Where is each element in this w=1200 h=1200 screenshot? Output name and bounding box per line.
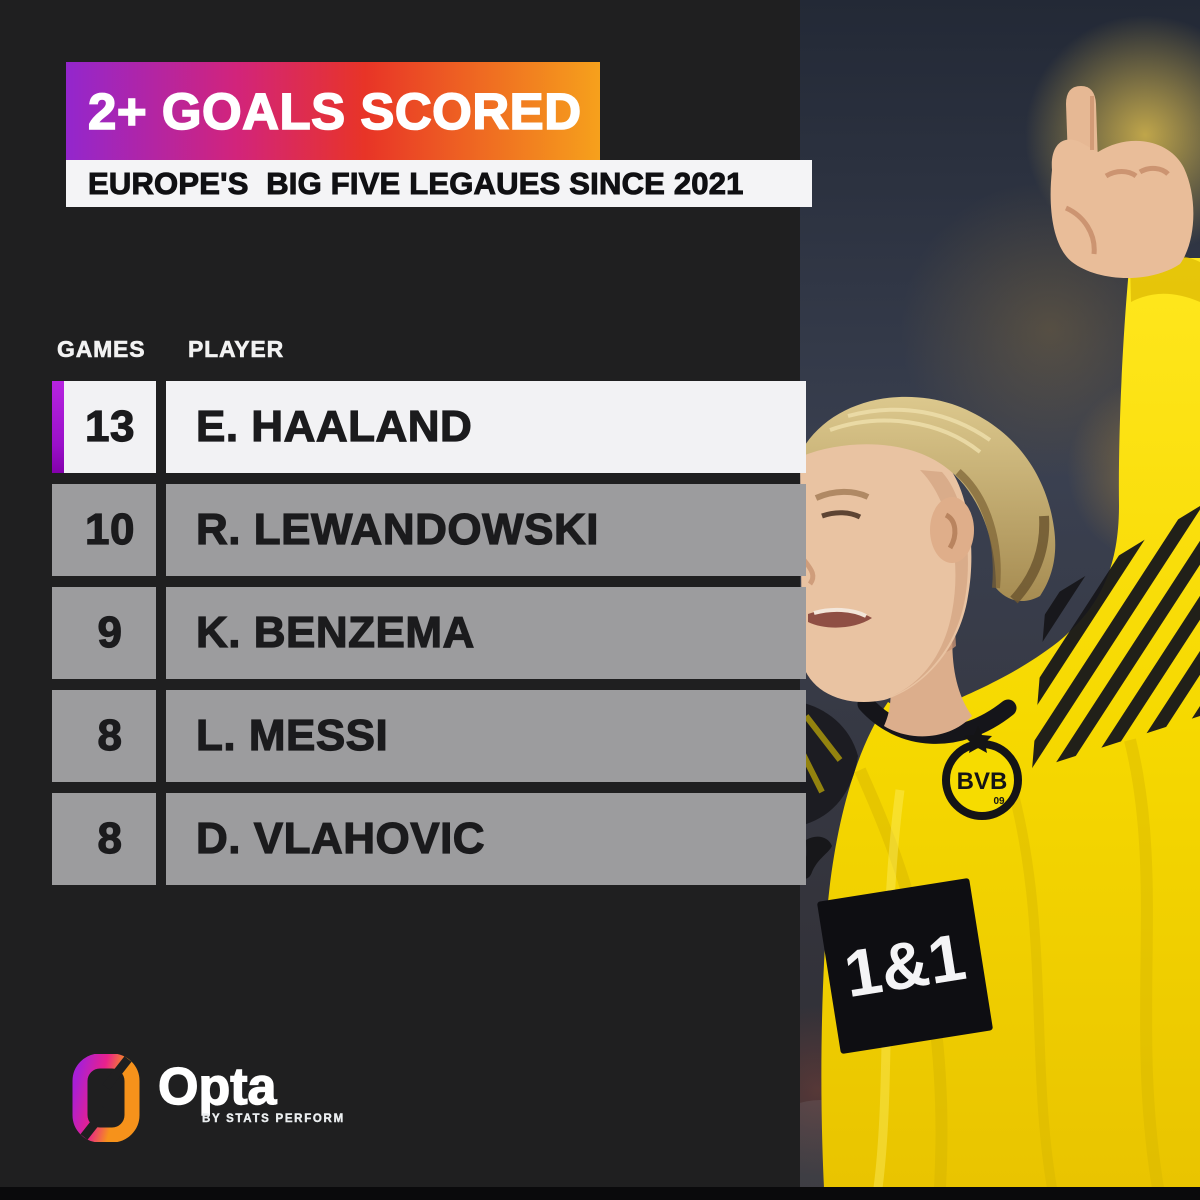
table-row: 10 R. LEWANDOWSKI bbox=[52, 484, 806, 576]
player-name: K. BENZEMA bbox=[195, 607, 475, 657]
column-header-player: PLAYER bbox=[188, 336, 284, 363]
games-value: 8 bbox=[97, 813, 123, 863]
cell-gap bbox=[156, 690, 166, 782]
games-cell: 10 bbox=[64, 484, 156, 576]
player-cell: K. BENZEMA bbox=[166, 587, 806, 679]
sponsor-patch: 1&1 bbox=[817, 878, 993, 1054]
player-photo: BVB 09 1&1 bbox=[800, 0, 1200, 1200]
club-badge: BVB 09 bbox=[942, 740, 1022, 820]
games-value: 8 bbox=[97, 710, 123, 760]
player-name: R. LEWANDOWSKI bbox=[195, 504, 599, 554]
table-row: 13 E. HAALAND bbox=[52, 381, 806, 473]
bottom-border bbox=[0, 1187, 1200, 1200]
player-cell: L. MESSI bbox=[166, 690, 806, 782]
row-accent-bar bbox=[52, 793, 64, 885]
stats-table-header: GAMES PLAYER bbox=[52, 336, 806, 363]
table-row: 9 K. BENZEMA bbox=[52, 587, 806, 679]
jersey-shoulder-panel bbox=[800, 702, 858, 826]
stats-table: GAMES PLAYER 13 E. HAALAND 10 R. LEWANDO… bbox=[52, 336, 806, 896]
stats-table-body: 13 E. HAALAND 10 R. LEWANDOWSKI 9 bbox=[52, 381, 806, 885]
brand-text-block: Opta BY STATS PERFORM bbox=[157, 1054, 345, 1142]
svg-text:09: 09 bbox=[993, 796, 1005, 807]
games-value: 10 bbox=[84, 504, 135, 554]
games-value: 13 bbox=[84, 401, 135, 451]
svg-text:BVB: BVB bbox=[957, 768, 1008, 795]
games-cell: 8 bbox=[64, 793, 156, 885]
eye bbox=[821, 510, 862, 520]
raised-hand bbox=[1050, 86, 1194, 279]
games-cell: 8 bbox=[64, 690, 156, 782]
brand-name: Opta bbox=[157, 1057, 277, 1116]
row-accent-bar bbox=[52, 587, 64, 679]
games-value: 9 bbox=[97, 607, 123, 657]
page-title: 2+ GOALS SCORED bbox=[87, 82, 582, 141]
row-accent-bar bbox=[52, 381, 64, 473]
row-accent-bar bbox=[52, 484, 64, 576]
table-row: 8 D. VLAHOVIC bbox=[52, 793, 806, 885]
player-name: D. VLAHOVIC bbox=[195, 813, 486, 863]
cell-gap bbox=[156, 381, 166, 473]
hair bbox=[802, 396, 1056, 604]
games-cell: 13 bbox=[64, 381, 156, 473]
cell-gap bbox=[156, 793, 166, 885]
champion-star-icon bbox=[964, 726, 992, 753]
games-cell: 9 bbox=[64, 587, 156, 679]
table-row: 8 L. MESSI bbox=[52, 690, 806, 782]
face bbox=[800, 430, 974, 703]
player-name: L. MESSI bbox=[195, 710, 389, 760]
column-header-games: GAMES bbox=[57, 336, 146, 363]
brand-tagline: BY STATS PERFORM bbox=[202, 1113, 345, 1125]
player-cell: E. HAALAND bbox=[166, 381, 806, 473]
player-cell: R. LEWANDOWSKI bbox=[166, 484, 806, 576]
page-subtitle: EUROPE'S BIG FIVE LEGAUES SINCE 2021 bbox=[88, 165, 744, 201]
subtitle-bar: EUROPE'S BIG FIVE LEGAUES SINCE 2021 bbox=[66, 160, 812, 207]
opta-logo-icon bbox=[72, 1054, 140, 1142]
title-banner: 2+ GOALS SCORED bbox=[66, 62, 600, 160]
fist bbox=[1050, 139, 1194, 279]
brand-footer: Opta BY STATS PERFORM bbox=[72, 1054, 345, 1142]
ear bbox=[930, 497, 974, 563]
player-cell: D. VLAHOVIC bbox=[166, 793, 806, 885]
cell-gap bbox=[156, 587, 166, 679]
puma-logo bbox=[802, 836, 832, 879]
row-accent-bar bbox=[52, 690, 64, 782]
cell-gap bbox=[156, 484, 166, 576]
eyebrow bbox=[814, 488, 870, 501]
player-name: E. HAALAND bbox=[195, 401, 473, 451]
